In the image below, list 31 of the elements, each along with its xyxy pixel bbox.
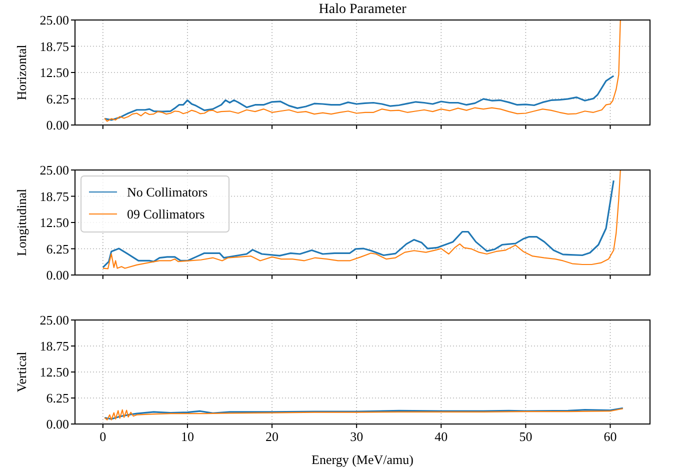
y-tick-label: 12.50 [40, 215, 69, 230]
y-axis-title: Longitudinal [14, 188, 29, 256]
x-tick-label: 40 [434, 429, 448, 444]
x-tick-label: 20 [266, 429, 279, 444]
y-tick-label: 12.50 [40, 364, 69, 380]
y-tick-label: 6.25 [46, 390, 69, 406]
y-tick-label: 25.00 [40, 162, 69, 178]
y-tick-label: 6.25 [46, 241, 69, 256]
chart-title: Halo Parameter [318, 2, 407, 17]
x-tick-label: 30 [350, 429, 364, 444]
y-axis-title: Vertical [14, 351, 29, 392]
y-tick-label: 25.00 [40, 12, 69, 28]
y-tick-label: 18.75 [40, 188, 69, 204]
x-tick-label: 60 [604, 429, 617, 444]
legend-label: 09 Collimators [127, 206, 205, 222]
y-tick-label: 0.00 [46, 118, 69, 133]
line-series [104, 20, 621, 122]
legend-label: No Collimators [127, 184, 208, 200]
x-tick-label: 50 [519, 429, 532, 444]
y-tick-label: 0.00 [46, 416, 69, 432]
y-tick-label: 25.00 [40, 312, 69, 328]
y-tick-label: 0.00 [46, 268, 69, 283]
y-tick-label: 18.75 [40, 38, 69, 54]
y-tick-label: 6.25 [46, 91, 69, 106]
y-tick-label: 12.50 [40, 65, 69, 80]
line-series [104, 75, 614, 121]
y-axis-title: Horizontal [14, 44, 29, 100]
y-tick-label: 18.75 [40, 338, 69, 354]
x-tick-label: 10 [180, 429, 194, 444]
x-tick-label: 0 [100, 429, 106, 444]
x-axis-title: Energy (MeV/amu) [312, 452, 414, 467]
